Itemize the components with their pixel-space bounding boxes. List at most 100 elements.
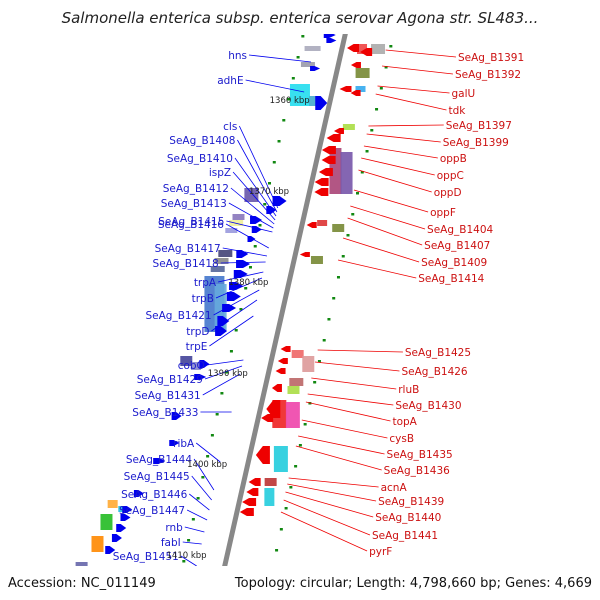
gene-leader-line <box>298 435 385 455</box>
scale-tick-mark <box>332 297 336 300</box>
gene-label: SeAg_B1421 <box>145 310 211 322</box>
gene-label: SeAg_B1444 <box>126 454 192 466</box>
feature-block <box>304 46 321 51</box>
feature-block <box>302 356 315 372</box>
scale-label: 1400 kbp <box>187 460 227 470</box>
scale-tick-mark <box>268 182 272 185</box>
forward-gene-arrow <box>116 524 127 532</box>
gene-leader-line <box>234 157 277 217</box>
reverse-gene-arrow <box>242 498 257 506</box>
reverse-gene-arrow <box>255 446 270 464</box>
forward-gene-arrow <box>236 250 249 258</box>
scale-tick-mark <box>351 213 355 216</box>
gene-label: cysB <box>389 433 414 445</box>
scale-tick-mark <box>365 150 369 153</box>
gene-label: SeAg_B1408 <box>169 135 235 147</box>
gene-leader-line <box>225 223 269 249</box>
gene-label: ispZ <box>209 167 231 179</box>
gene-leader-line <box>285 491 374 518</box>
reverse-gene-arrow <box>314 178 329 186</box>
scale-tick-mark <box>360 171 364 174</box>
gene-label: SeAg_B1392 <box>455 69 521 81</box>
gene-label: acnA <box>381 482 408 494</box>
reverse-gene-arrow <box>248 478 261 486</box>
gene-label: SeAg_B1446 <box>121 489 187 501</box>
forward-gene-arrow <box>120 514 131 521</box>
scale-label: 1380 kbp <box>228 278 268 288</box>
reverse-gene-arrow <box>318 168 333 176</box>
gene-leader-line <box>295 445 382 471</box>
feature-block <box>287 386 300 394</box>
scale-tick-mark <box>220 392 224 395</box>
gene-leader-line <box>301 419 388 439</box>
gene-label: SeAg_B1409 <box>421 257 487 269</box>
scale-tick-mark <box>201 476 205 479</box>
scale-tick-mark <box>317 360 321 363</box>
feature-block <box>244 188 259 202</box>
feature-block <box>100 514 113 530</box>
gene-leader-line <box>342 237 420 263</box>
gene-leader-line <box>366 133 441 143</box>
reverse-gene-arrow <box>271 384 282 392</box>
gene-label: SeAg_B1436 <box>384 465 450 477</box>
reverse-gene-labels: SeAg_B1391 SeAg_B1392 galU tdk SeAg_B1397 SeA… <box>369 52 524 558</box>
scale-tick-mark <box>341 255 345 258</box>
gene-label: fabI <box>161 537 181 549</box>
gene-leader-line <box>314 361 400 372</box>
forward-gene-arrow <box>217 316 230 326</box>
forward-gene-arrow <box>310 66 321 71</box>
footer-band <box>0 566 600 600</box>
gene-leader-line <box>184 526 205 533</box>
scale-tick-mark <box>298 444 302 447</box>
gene-label: ribA <box>173 438 195 450</box>
feature-block <box>310 256 323 264</box>
gene-label: trpA <box>194 277 217 289</box>
gene-leader-line <box>191 475 212 501</box>
feature-block <box>210 266 225 272</box>
gene-label: SeAg_B1410 <box>167 153 233 165</box>
scale-tick-mark <box>384 66 388 69</box>
reverse-gene-arrow <box>326 134 341 142</box>
feature-block <box>180 356 193 366</box>
gene-label: oppB <box>440 153 467 165</box>
scale-tick-mark <box>370 129 374 132</box>
scale-tick-mark <box>191 518 195 521</box>
gene-leader-line <box>288 477 379 488</box>
scale-tick-mark <box>253 245 257 248</box>
feature-block <box>273 446 288 472</box>
gene-label: SeAg_B1440 <box>375 512 441 524</box>
gene-label: rnb <box>165 522 183 534</box>
reverse-gene-arrow <box>275 368 286 374</box>
scale-tick-mark <box>327 318 331 321</box>
gene-label: hns <box>228 50 247 62</box>
scale-tick-mark <box>210 434 214 437</box>
gene-label: rluB <box>398 384 419 396</box>
reverse-gene-arrow <box>347 44 360 52</box>
gene-label: oppF <box>430 207 456 219</box>
gene-label: cobO <box>178 360 205 372</box>
gene-label: SeAg_B1414 <box>418 273 484 285</box>
scale-tick-mark <box>215 413 219 416</box>
gene-leader-line <box>193 458 215 491</box>
gene-label: tdk <box>448 105 466 117</box>
gene-label: SeAg_B1433 <box>132 407 198 419</box>
gene-leader-line <box>368 124 444 127</box>
forward-gene-arrow <box>315 96 328 110</box>
genome-backbone <box>214 0 356 600</box>
gene-label: pyrF <box>369 546 392 558</box>
gene-label: cls <box>223 121 237 133</box>
scale-tick-mark <box>289 486 293 489</box>
gene-leader-line <box>361 157 435 176</box>
scale-tick-mark <box>287 98 291 101</box>
scale-tick-mark <box>229 350 233 353</box>
gene-leader-line <box>347 217 423 246</box>
reverse-gene-arrow <box>299 252 310 257</box>
gene-leader-line <box>189 493 210 511</box>
scale-tick-mark <box>294 465 298 468</box>
scale-tick-mark <box>206 455 210 458</box>
gene-label: SeAg_B1430 <box>395 400 461 412</box>
gene-leader-line <box>377 85 450 94</box>
scale-tick-mark <box>263 203 267 206</box>
gene-leader-line <box>287 483 377 502</box>
gene-leader-line <box>363 145 438 159</box>
